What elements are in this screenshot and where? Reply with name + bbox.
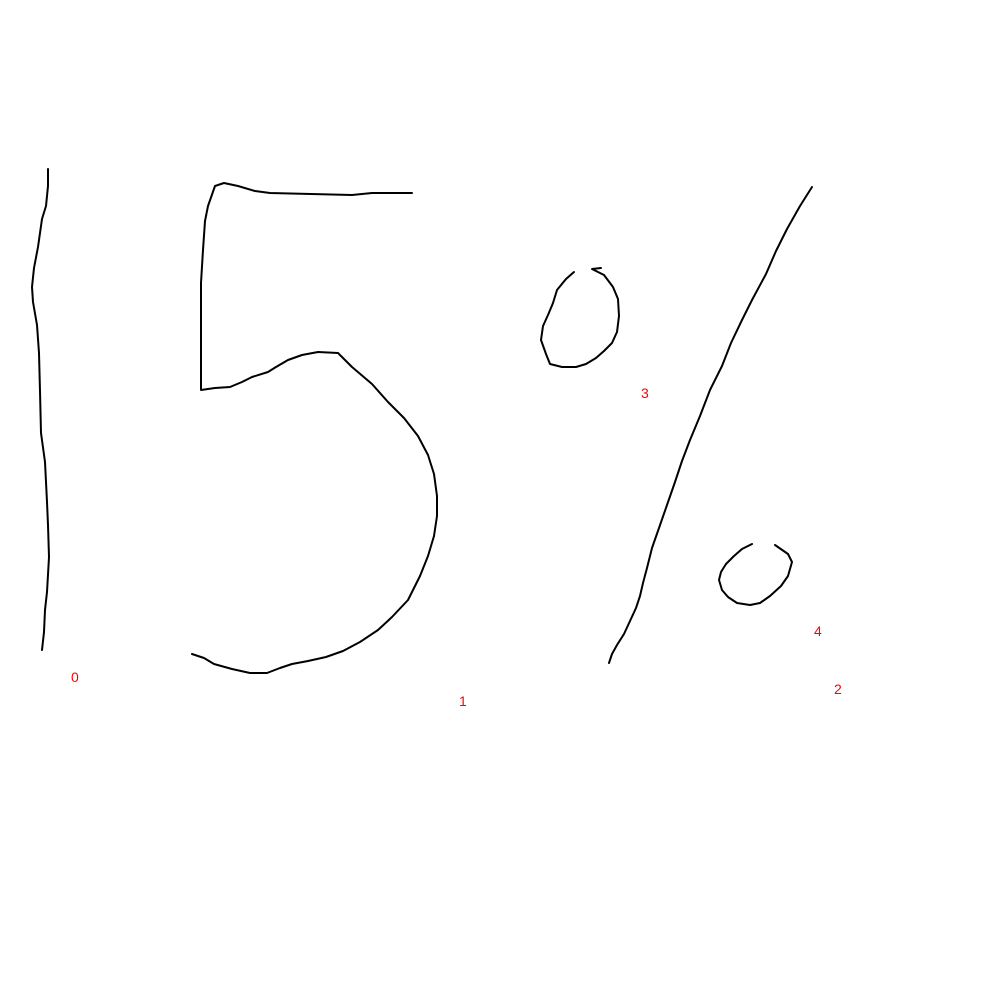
stroke-3-path [540,267,620,368]
stroke-label-0: 0 [71,669,79,685]
stroke-1-path [191,182,438,674]
stroke-label-4: 4 [814,623,822,639]
stroke-0-path [31,168,50,651]
stroke-4-path [718,543,793,606]
stroke-label-2: 2 [834,681,842,697]
stroke-label-3: 3 [641,385,649,401]
stroke-label-1: 1 [459,693,467,709]
stroke-2-path [608,186,813,664]
